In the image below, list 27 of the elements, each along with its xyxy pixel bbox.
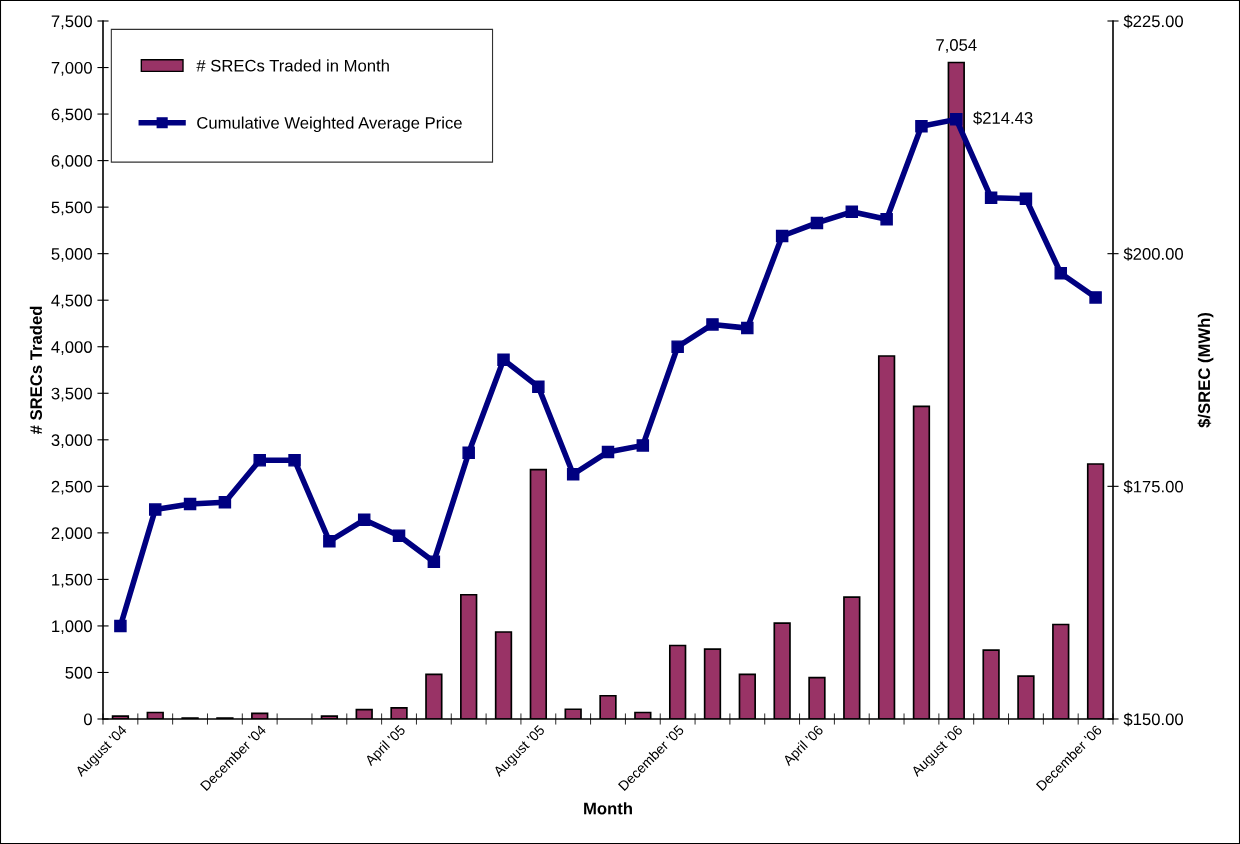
y-tick-label: 1,000 (52, 620, 92, 635)
legend-label: Cumulative Weighted Average Price (197, 116, 462, 133)
y-tick-label: 3,500 (51, 387, 92, 402)
y-tick-label: 4,500 (51, 294, 92, 309)
y-tick-label: 7,000 (51, 61, 92, 76)
y-tick-label: 1,500 (52, 573, 92, 588)
y-tick-label: 7,500 (51, 15, 92, 30)
y-tick-label: 2,000 (51, 527, 92, 542)
y-tick-label: 5,000 (51, 248, 92, 262)
y-tick-label: 0 (83, 713, 92, 726)
y-tick-label: 5,500 (51, 201, 92, 216)
y2-tick-label: $200.00 (1123, 247, 1184, 261)
data-label: $214.43 (973, 111, 1033, 125)
y2-tick-label: $225.00 (1123, 14, 1184, 29)
y-axis-title: # SRECs Traded (29, 306, 43, 435)
y-tick-label: 3,000 (51, 434, 92, 448)
y-tick-label: 500 (65, 666, 92, 679)
y-tick-label: 2,500 (51, 480, 92, 495)
data-label: 7,054 (936, 39, 977, 53)
y2-tick-label: $150.00 (1123, 712, 1184, 727)
legend-label: # SRECs Traded in Month (196, 59, 389, 72)
y-tick-label: 6,000 (51, 155, 92, 169)
y-tick-label: 6,500 (51, 108, 92, 123)
y-tick-label: 4,000 (51, 341, 92, 355)
x-axis-title: Month (584, 802, 632, 815)
y2-axis-title: $/SREC (MWh) (1197, 312, 1214, 428)
y2-tick-label: $175.00 (1123, 480, 1184, 494)
